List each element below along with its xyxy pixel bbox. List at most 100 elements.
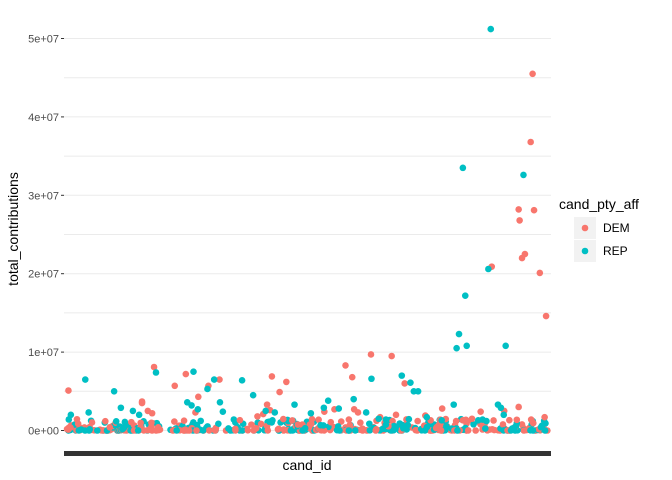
near-zero-point-cluster	[63, 415, 551, 434]
y-tick-label: 5e+07	[28, 34, 59, 46]
point-rep	[423, 413, 431, 421]
point-dem	[171, 382, 179, 390]
point-dem	[529, 70, 536, 78]
point-dem	[530, 206, 538, 214]
y-tick-label: 2e+07	[28, 269, 59, 281]
baseline-point	[464, 427, 472, 434]
baseline-point	[317, 421, 324, 429]
point-dem	[195, 393, 202, 401]
point-dem	[401, 380, 408, 387]
point-rep	[188, 402, 195, 409]
baseline-point	[405, 415, 413, 423]
point-dem	[345, 416, 353, 423]
baseline-point	[301, 424, 309, 432]
point-rep	[307, 409, 315, 417]
baseline-point	[490, 417, 497, 424]
baseline-point	[88, 419, 96, 426]
point-rep	[117, 404, 125, 412]
baseline-point	[236, 416, 244, 424]
legend-title: cand_pty_aff	[559, 196, 639, 212]
point-rep	[368, 375, 375, 383]
point-rep	[194, 406, 202, 413]
point-rep	[483, 417, 490, 425]
baseline-point	[499, 421, 507, 428]
grid-lines	[64, 38, 551, 431]
baseline-point	[389, 417, 396, 425]
point-rep	[67, 411, 75, 419]
baseline-point	[146, 425, 154, 433]
baseline-point	[507, 427, 515, 434]
baseline-point	[205, 427, 213, 434]
point-rep	[219, 408, 227, 415]
legend-key-dot	[581, 247, 589, 255]
baseline-point	[252, 425, 260, 432]
baseline-point	[102, 417, 109, 425]
point-dem	[216, 376, 223, 383]
baseline-point	[359, 427, 366, 434]
baseline-point	[257, 420, 265, 428]
point-rep	[129, 407, 137, 415]
data-points	[65, 25, 550, 425]
point-dem	[515, 403, 522, 411]
legend-label-dem: DEM	[603, 221, 630, 235]
baseline-point	[366, 420, 373, 428]
y-axis-title: total_contributions	[5, 172, 21, 286]
point-rep	[324, 397, 332, 405]
baseline-point	[280, 426, 288, 434]
legend-entries: DEM REP	[574, 217, 630, 262]
point-dem	[516, 217, 523, 224]
y-tick-label: 0e+00	[28, 426, 59, 438]
point-rep	[335, 405, 343, 412]
point-dem	[462, 417, 470, 424]
baseline-point	[327, 418, 335, 426]
y-tick-label: 1e+07	[28, 347, 59, 359]
point-dem	[388, 352, 395, 360]
point-dem	[182, 370, 190, 378]
baseline-point	[315, 416, 322, 423]
point-dem	[468, 415, 476, 423]
point-dem	[283, 378, 290, 386]
baseline-point	[437, 427, 445, 434]
baseline-point	[372, 427, 380, 434]
point-rep	[271, 409, 279, 416]
point-dem	[392, 411, 400, 419]
y-tick-label: 4e+07	[28, 112, 59, 124]
legend-label-rep: REP	[603, 244, 628, 258]
point-dem	[263, 401, 271, 408]
baseline-point	[134, 427, 142, 434]
baseline-point	[346, 421, 354, 429]
point-dem	[527, 138, 534, 146]
point-rep	[362, 409, 370, 416]
baseline-point	[121, 422, 129, 430]
point-rep	[238, 377, 246, 384]
baseline-point	[288, 417, 296, 424]
baseline-point	[280, 415, 287, 423]
point-dem	[367, 351, 375, 358]
point-rep	[502, 342, 509, 350]
point-rep	[291, 401, 298, 408]
baseline-point	[382, 421, 390, 428]
point-rep	[210, 376, 218, 383]
baseline-point	[345, 427, 353, 434]
point-rep	[81, 376, 89, 383]
baseline-point	[294, 421, 302, 428]
baseline-point	[320, 427, 328, 434]
point-rep	[414, 388, 422, 395]
baseline-point	[287, 427, 295, 434]
baseline-point	[215, 420, 222, 428]
baseline-point	[248, 421, 255, 428]
baseline-point	[239, 427, 246, 434]
point-rep	[320, 404, 328, 412]
baseline-point	[264, 427, 272, 434]
baseline-point	[472, 427, 479, 434]
baseline-point	[73, 415, 81, 423]
point-rep	[249, 391, 257, 399]
x-axis-tick-band	[64, 451, 551, 456]
baseline-point	[140, 427, 148, 434]
baseline-point	[173, 427, 180, 434]
baseline-point	[193, 427, 200, 434]
baseline-point	[232, 427, 239, 434]
baseline-point	[67, 424, 74, 431]
baseline-point	[190, 419, 197, 426]
baseline-point	[520, 427, 528, 434]
